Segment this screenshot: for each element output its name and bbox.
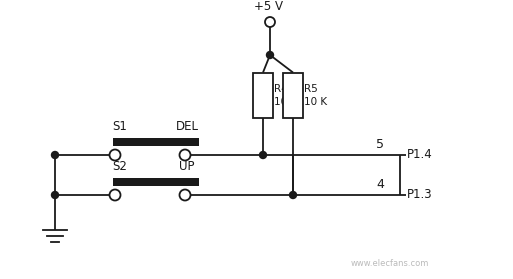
Text: P1.4: P1.4 xyxy=(407,148,433,162)
Circle shape xyxy=(180,150,190,160)
Text: S1: S1 xyxy=(112,120,127,133)
Text: S2: S2 xyxy=(112,160,127,173)
Text: 5: 5 xyxy=(376,138,384,151)
Circle shape xyxy=(265,17,275,27)
Circle shape xyxy=(51,191,58,198)
Text: www.elecfans.com: www.elecfans.com xyxy=(351,259,429,268)
Text: 10 K: 10 K xyxy=(274,97,297,107)
Circle shape xyxy=(180,189,190,201)
Text: 4: 4 xyxy=(376,178,384,191)
Circle shape xyxy=(51,151,58,158)
Circle shape xyxy=(109,189,121,201)
Bar xyxy=(283,73,303,117)
Circle shape xyxy=(266,52,273,59)
Text: +5 V: +5 V xyxy=(253,0,283,13)
Text: P1.3: P1.3 xyxy=(407,189,432,201)
Bar xyxy=(253,73,273,117)
Text: R5: R5 xyxy=(304,84,318,94)
Circle shape xyxy=(289,191,297,198)
Text: UP: UP xyxy=(179,160,195,173)
Circle shape xyxy=(260,151,266,158)
Text: R4: R4 xyxy=(274,84,288,94)
Circle shape xyxy=(109,150,121,160)
Text: DEL: DEL xyxy=(175,120,199,133)
Text: 10 K: 10 K xyxy=(304,97,327,107)
Bar xyxy=(113,178,199,186)
Bar xyxy=(113,138,199,146)
